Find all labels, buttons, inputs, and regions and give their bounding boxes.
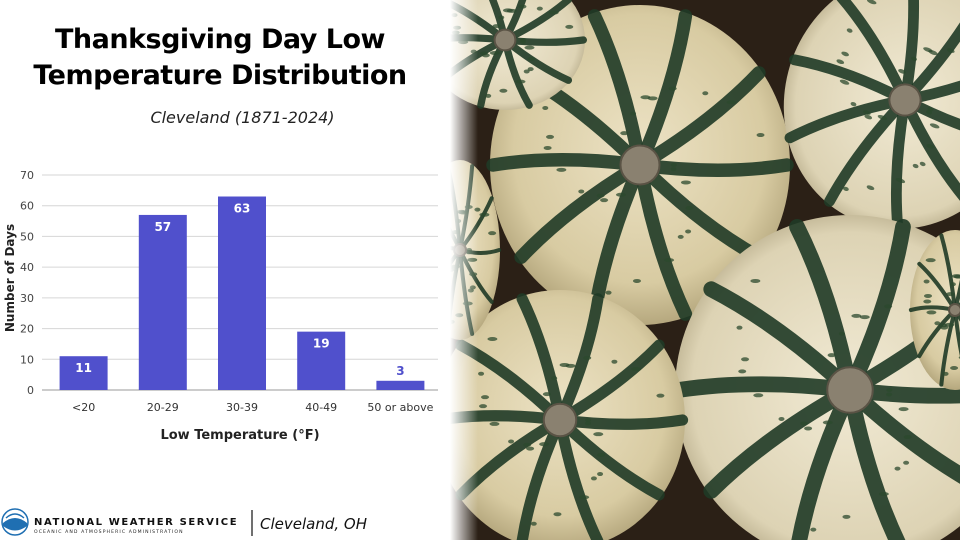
x-tick-label: 20-29 [147,401,179,414]
bar [376,380,425,390]
bar [59,356,108,390]
squash-group [450,0,960,540]
y-tick-label: 40 [20,261,34,274]
x-axis-ticks: <20 20-29 30-39 40-49 50 or above [72,401,434,414]
squash [908,230,960,390]
squash-photo [450,0,960,540]
y-tick-label: 30 [20,292,34,305]
x-tick-label: <20 [72,401,95,414]
x-tick-label: 50 or above [367,401,433,414]
y-tick-label: 70 [20,169,34,182]
nws-org-subtitle: OCEANIC AND ATMOSPHERIC ADMINISTRATION [34,529,184,535]
chart-bars: 11 57 63 19 3 [59,196,425,390]
y-axis-ticks: 0 10 20 30 40 50 60 70 [20,169,34,397]
bar-value-label: 3 [396,364,404,378]
y-tick-label: 0 [27,384,34,397]
y-tick-label: 50 [20,230,34,243]
y-tick-label: 60 [20,200,34,213]
x-tick-label: 40-49 [305,401,337,414]
x-tick-label: 30-39 [226,401,258,414]
y-tick-label: 20 [20,323,34,336]
y-tick-label: 10 [20,353,34,366]
bar-chart: 0 10 20 30 40 50 60 70 11 57 63 19 3 <20 20-29 30-39 4… [3,169,438,443]
title-line-2: Temperature Distribution [33,60,407,91]
bar-value-label: 63 [234,202,251,216]
bar [138,214,187,390]
chart-subtitle: Cleveland (1871-2024) [150,108,335,127]
bar [218,196,266,390]
bar-value-label: 11 [75,361,92,375]
x-axis-label: Low Temperature (°F) [160,428,319,443]
title-line-1: Thanksgiving Day Low [55,24,386,55]
bar-value-label: 57 [154,220,171,234]
nws-footer: NATIONAL WEATHER SERVICE OCEANIC AND ATM… [1,508,367,536]
bar [297,331,346,390]
footer-location: Cleveland, OH [260,515,367,533]
squash [783,0,960,232]
page-title: Thanksgiving Day Low Temperature Distrib… [20,22,420,94]
squash [450,290,689,540]
nws-org-name: NATIONAL WEATHER SERVICE [34,517,238,528]
bar-value-label: 19 [313,337,330,351]
y-axis-label: Number of Days [3,224,17,332]
noaa-logo [1,508,29,536]
